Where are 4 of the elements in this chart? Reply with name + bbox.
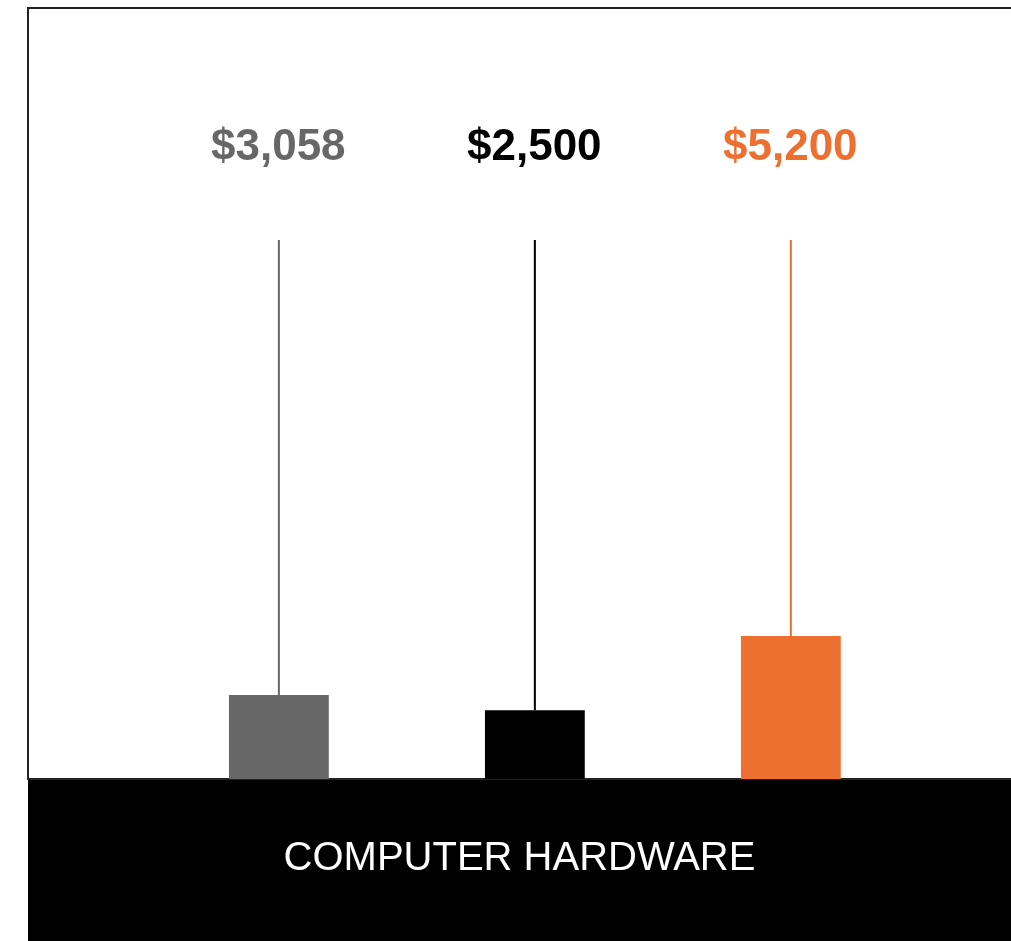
data-label: $5,200 (723, 120, 858, 169)
x-axis-title: COMPUTER HARDWARE (283, 833, 756, 878)
data-label: $3,058 (211, 120, 346, 169)
data-label: $2,500 (467, 120, 602, 169)
